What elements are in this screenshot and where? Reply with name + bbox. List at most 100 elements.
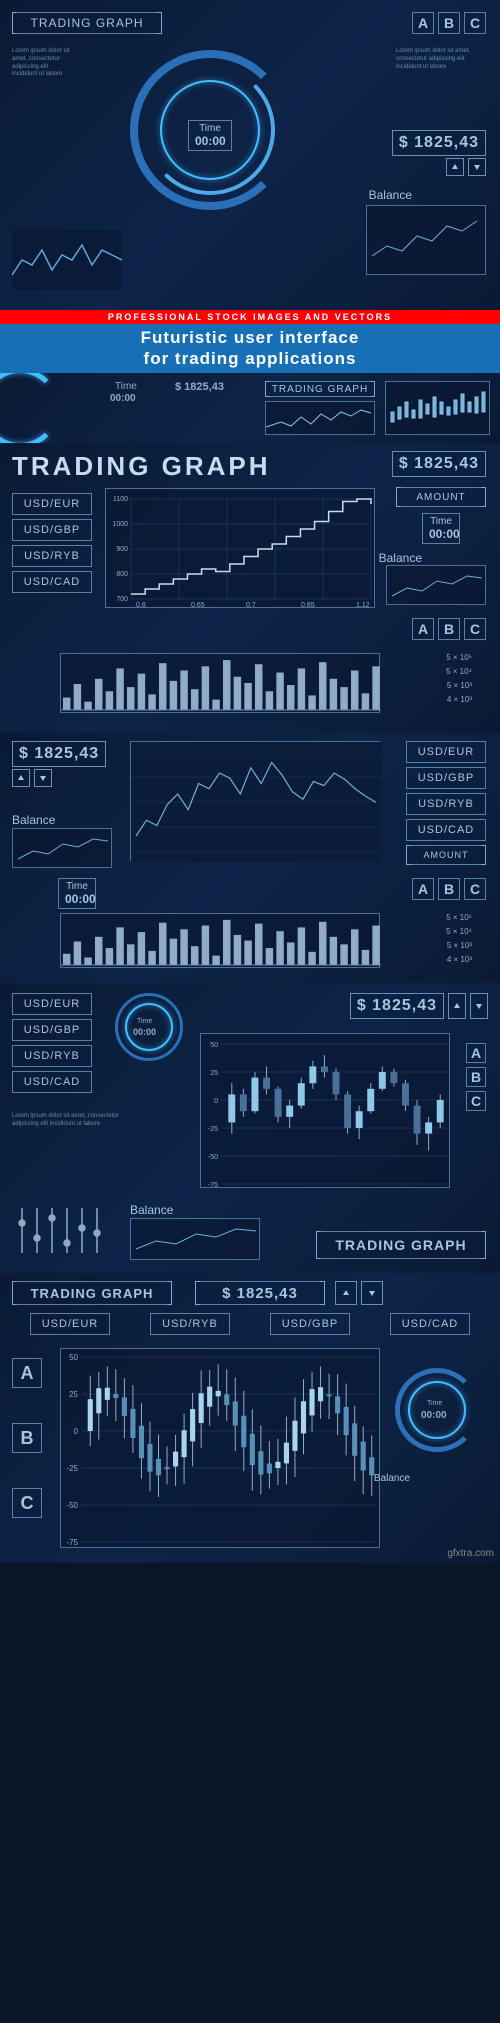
preview-strip: Time 00:00 $ 1825,43 TRADING GRAPH [0, 373, 500, 443]
p5-hud: Time 00:00 [395, 1368, 480, 1453]
p5-c[interactable]: C [12, 1488, 42, 1518]
p5-price-box: $ 1825,43 [195, 1281, 325, 1305]
p3-usd-cad[interactable]: USD/CAD [406, 819, 486, 841]
mini-time-label: Time [115, 381, 137, 392]
p4-usd-eur[interactable]: USD/EUR [12, 993, 92, 1015]
svg-text:-50: -50 [66, 1501, 78, 1510]
p4-balance-chart [130, 1218, 260, 1260]
panel2-price: $ 1825,43 [392, 451, 486, 477]
svg-text:1000: 1000 [112, 521, 128, 528]
p5-usd-cad[interactable]: USD/CAD [390, 1313, 470, 1335]
p3-abc-b[interactable]: B [438, 878, 460, 900]
currency-usd-ryb[interactable]: USD/RYB [12, 545, 92, 567]
exp-2: 5 × 10³ [447, 681, 472, 690]
bar-chart [60, 653, 380, 713]
p4-c[interactable]: C [466, 1091, 486, 1111]
svg-text:-50: -50 [208, 1154, 218, 1161]
p3-time: Time00:00 [58, 878, 96, 909]
p3-usd-gbp[interactable]: USD/GBP [406, 767, 486, 789]
svg-text:-75: -75 [208, 1182, 218, 1189]
currency-usd-cad[interactable]: USD/CAD [12, 571, 92, 593]
panel-2-step-chart: TRADING GRAPH $ 1825,43 USD/EUR USD/GBP … [0, 443, 500, 733]
svg-text:50: 50 [69, 1353, 78, 1362]
abc-c[interactable]: C [464, 12, 486, 34]
p4-usd-ryb[interactable]: USD/RYB [12, 1045, 92, 1067]
arrow-up[interactable] [446, 158, 464, 176]
amount-box: AMOUNT [396, 487, 486, 507]
balance-chart [366, 205, 486, 275]
svg-text:900: 900 [116, 546, 128, 553]
exp-0: 5 × 10⁵ [446, 653, 472, 662]
panel-4-candlestick: USD/EUR USD/GBP USD/RYB USD/CAD Time 00:… [0, 983, 500, 1273]
mini-time-value: 00:00 [110, 393, 136, 404]
abc-b[interactable]: B [438, 12, 460, 34]
p5-usd-eur[interactable]: USD/EUR [30, 1313, 110, 1335]
p4-up[interactable] [448, 993, 466, 1019]
p4-a[interactable]: A [466, 1043, 486, 1063]
time-center: Time 00:00 [188, 120, 232, 151]
panel-3-line: $ 1825,43 USD/EUR USD/GBP USD/RYB USD/CA… [0, 733, 500, 983]
p5-up[interactable] [335, 1281, 357, 1305]
time-value: 00:00 [195, 134, 225, 148]
panel-1-hero: TRADING GRAPH A B C Time 00:00 Lorem ips… [0, 0, 500, 310]
currency-usd-eur[interactable]: USD/EUR [12, 493, 92, 515]
trading-graph-label: TRADING GRAPH [30, 16, 143, 30]
abc-a[interactable]: A [412, 12, 434, 34]
p3-usd-eur[interactable]: USD/EUR [406, 741, 486, 763]
p3-down[interactable] [34, 769, 52, 787]
svg-text:0: 0 [214, 1098, 218, 1105]
svg-text:50: 50 [210, 1042, 218, 1049]
p5-down[interactable] [361, 1281, 383, 1305]
panel2-balance-chart [386, 565, 486, 605]
p4-lorem: Lorem ipsum dolor sit amet, consectetur … [12, 1113, 142, 1129]
p2-abc-c[interactable]: C [464, 618, 486, 640]
svg-text:800: 800 [116, 571, 128, 578]
p5-title: TRADING GRAPH [12, 1281, 172, 1305]
exp-1: 5 × 10⁴ [446, 667, 472, 676]
p3-price: $ 1825,43 [12, 741, 106, 767]
mini-candle-chart [385, 381, 490, 435]
svg-text:0.65: 0.65 [191, 602, 205, 609]
p4-trading-graph: TRADING GRAPH [316, 1231, 486, 1259]
p4-down[interactable] [470, 993, 488, 1019]
p5-usd-ryb[interactable]: USD/RYB [150, 1313, 230, 1335]
p4-usd-cad[interactable]: USD/CAD [12, 1071, 92, 1093]
time-label: Time [195, 123, 225, 134]
arrow-down[interactable] [468, 158, 486, 176]
svg-text:1.12: 1.12 [356, 602, 370, 609]
mini-trading-graph: TRADING GRAPH [265, 381, 375, 397]
svg-text:0.85: 0.85 [301, 602, 315, 609]
p4-price: $ 1825,43 [350, 993, 444, 1019]
panel2-title: TRADING GRAPH [12, 451, 271, 482]
p3-usd-ryb[interactable]: USD/RYB [406, 793, 486, 815]
mini-line-chart [265, 401, 375, 435]
balance-label: Balance [369, 188, 412, 202]
hud-mini [0, 373, 80, 443]
svg-text:0.6: 0.6 [136, 602, 146, 609]
p3-abc-c[interactable]: C [464, 878, 486, 900]
p3-up[interactable] [12, 769, 30, 787]
red-banner: PROFESSIONAL STOCK IMAGES AND VECTORS [0, 310, 500, 324]
p4-usd-gbp[interactable]: USD/GBP [12, 1019, 92, 1041]
p5-a[interactable]: A [12, 1358, 42, 1388]
lorem-1: Lorem ipsum dolor sit amet, consectetur … [12, 48, 72, 79]
p2-abc-a[interactable]: A [412, 618, 434, 640]
svg-text:1100: 1100 [113, 496, 128, 503]
svg-text:25: 25 [210, 1070, 218, 1077]
p3-abc-a[interactable]: A [412, 878, 434, 900]
svg-text:-75: -75 [66, 1538, 78, 1547]
panel2-balance: Balance [379, 551, 422, 565]
p4-sliders[interactable] [12, 1203, 112, 1258]
watermark: gfxtra.com [447, 1548, 494, 1559]
p2-abc-b[interactable]: B [438, 618, 460, 640]
p5-candlestick: -75-50-2502550 [60, 1348, 380, 1548]
svg-text:700: 700 [116, 596, 128, 603]
svg-text:-25: -25 [66, 1464, 78, 1473]
p4-balance: Balance [130, 1203, 173, 1217]
lorem-2: Lorem ipsum dolor sit amet, consectetur … [396, 48, 486, 71]
p4-b[interactable]: B [466, 1067, 486, 1087]
p5-b[interactable]: B [12, 1423, 42, 1453]
currency-usd-gbp[interactable]: USD/GBP [12, 519, 92, 541]
p5-usd-gbp[interactable]: USD/GBP [270, 1313, 350, 1335]
panel2-time: Time00:00 [422, 513, 460, 544]
